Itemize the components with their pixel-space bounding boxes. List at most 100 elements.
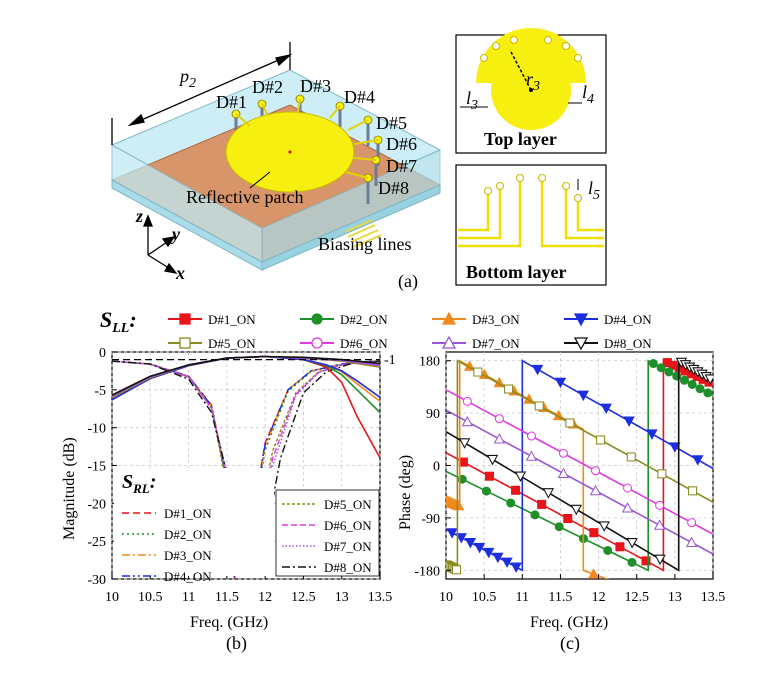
xlabel-c: Freq. (GHz) (530, 614, 608, 631)
biasing-lines-graphic (344, 219, 382, 248)
phase-marker (554, 522, 564, 532)
phase-marker (492, 552, 504, 564)
b-xtick-label: 13.5 (368, 590, 393, 605)
phase-marker (623, 483, 633, 493)
phase-marker (473, 542, 486, 554)
svg-text:l4: l4 (582, 82, 594, 107)
phase-marker (525, 450, 538, 461)
phase-marker (481, 486, 491, 496)
sll-legend-label: D#3_ON (472, 312, 520, 327)
axis-y: y (170, 224, 181, 244)
phase-marker (458, 457, 468, 467)
phase-marker (530, 510, 540, 520)
phase-marker (654, 554, 666, 566)
xlabel-b: Freq. (GHz) (190, 614, 268, 631)
phase-marker (703, 388, 713, 398)
phase-marker (462, 396, 472, 406)
phase-marker (626, 452, 636, 462)
b-xtick-label: 12 (258, 590, 272, 605)
phase-marker (687, 518, 697, 528)
rl-legend-label: D#4_ON (164, 569, 212, 584)
right-tick-label: -1 (384, 353, 396, 368)
sll-legend-marker (179, 313, 191, 325)
sll-legend-label: D#8_ON (604, 336, 652, 351)
phase-marker (486, 454, 499, 466)
sll-legend-label: D#7_ON (472, 336, 520, 351)
diode-label-7: D#7 (386, 156, 417, 176)
c-ytick-label: 0 (433, 460, 440, 475)
top-layer-inset: r3 l3 l4 Top layer (455, 28, 607, 154)
panel-b: -1 10 10.5 11 11.5 12 12.5 13 13.5 0 -5 -10 -15 -20 -… (61, 346, 396, 654)
ticks-b: 10 10.5 11 11.5 12 12.5 13 13.5 0 -5 -10 -15 -20 -25 -… (87, 346, 392, 605)
phase-marker (648, 359, 658, 369)
diode-label-1: D#1 (216, 92, 247, 112)
c-xtick-label: 12.5 (624, 590, 649, 605)
phase-marker (577, 390, 589, 402)
c-xtick-label: 10.5 (472, 590, 497, 605)
rl-legend-label: D#5_ON (324, 497, 372, 512)
c-xtick-label: 12 (592, 590, 606, 605)
sll-legend-marker (573, 337, 589, 351)
svg-text:r3: r3 (526, 69, 540, 94)
phase-marker (589, 528, 599, 538)
phase-marker (446, 528, 458, 539)
sll-legend-label: D#2_ON (340, 312, 388, 327)
phase-series-line (446, 359, 713, 572)
reflective-patch-label: Reflective patch (186, 187, 303, 207)
sll-legend-label: D#1_ON (208, 312, 256, 327)
b-ytick-label: -30 (87, 573, 106, 588)
c-ytick-label: 90 (426, 407, 440, 422)
c-ytick-label: -90 (421, 512, 440, 527)
phase-marker (452, 499, 465, 511)
ylabel-b: Magnitude (dB) (61, 437, 78, 540)
sll-legend-label: D#4_ON (604, 312, 652, 327)
b-ytick-label: -25 (87, 535, 106, 550)
ticks-c: 10 10.5 11 11.5 12 12.5 13 13.5 180 90 0 -90 -180 (414, 355, 725, 605)
rl-legend-label: D#7_ON (324, 539, 372, 554)
top-layer-label: Top layer (484, 129, 557, 149)
phase-marker (695, 384, 705, 394)
phase-marker (591, 466, 601, 476)
phase-marker (664, 367, 674, 377)
phase-marker (596, 435, 606, 445)
caption-b: (b) (226, 633, 247, 654)
phase-marker (483, 547, 495, 559)
phase-marker (452, 565, 462, 575)
phase-marker (688, 486, 698, 496)
phase-marker (537, 499, 547, 509)
sll-legend-marker (311, 313, 323, 325)
rl-legend-label: D#2_ON (164, 527, 212, 542)
caption-c: (c) (560, 633, 580, 654)
c-xtick-label: 11.5 (548, 590, 572, 605)
phase-marker (504, 384, 514, 394)
diode-label-5: D#5 (376, 113, 407, 133)
phase-marker (458, 438, 471, 449)
phase-marker (506, 498, 516, 508)
patch-leader (249, 171, 271, 189)
rl-legend-label: D#8_ON (324, 560, 372, 575)
panel-c: 10 10.5 11 11.5 12 12.5 13 13.5 180 90 0 -90 -180 Fr… (397, 351, 725, 654)
rl-legend: SRL: D#1_ON D#2_ON D#3_ON D#4_ON D#5_ON D#6_O… (114, 468, 380, 584)
phase-marker (484, 471, 495, 481)
bottom-layer-inset: l5 Bottom layer (455, 164, 607, 286)
curves-c (446, 357, 713, 579)
phase-marker (494, 414, 504, 424)
phase-marker (554, 377, 567, 389)
rl-series-line (112, 360, 380, 578)
coordinate-axes (143, 214, 178, 274)
c-xtick-label: 13 (668, 590, 682, 605)
phase-marker (558, 448, 568, 458)
sll-legend-marker (573, 313, 589, 327)
p2-dimension (111, 42, 293, 145)
phase-marker (570, 504, 582, 516)
phase-marker (588, 568, 600, 579)
b-ytick-label: -5 (94, 384, 106, 399)
phase-marker (603, 545, 613, 555)
rl-legend-label: D#3_ON (164, 548, 212, 563)
sll-legend-marker (311, 337, 323, 349)
phase-marker (653, 519, 666, 530)
b-ytick-label: 0 (99, 346, 106, 361)
c-xtick-label: 11 (516, 590, 529, 605)
sll-legend-label: D#5_ON (208, 336, 256, 351)
